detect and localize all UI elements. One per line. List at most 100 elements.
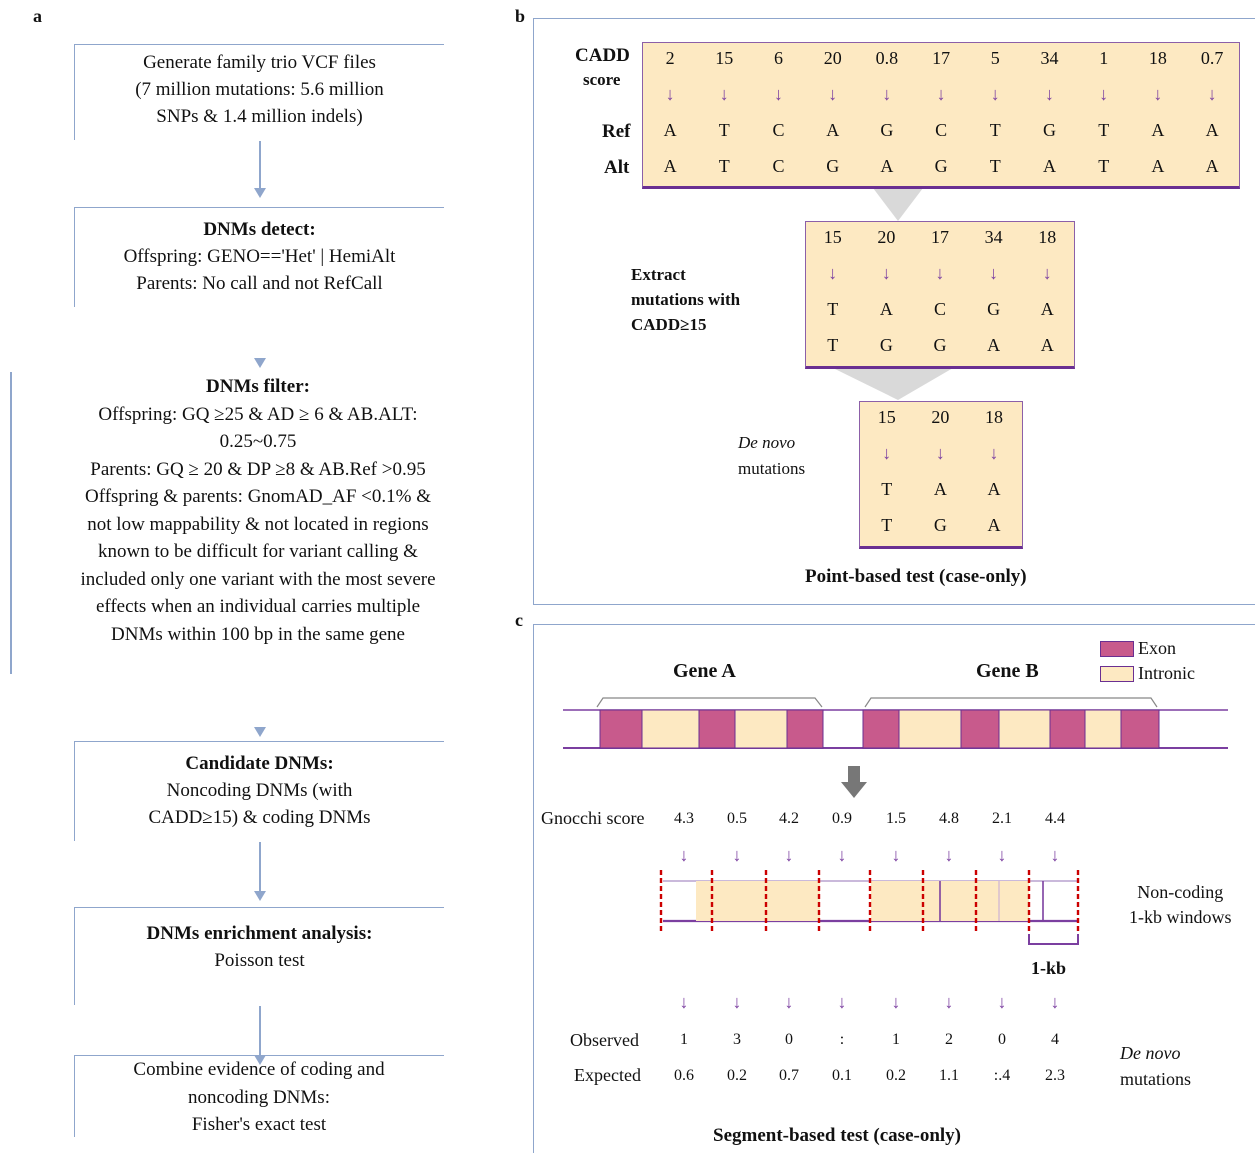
- expected-count: 0.7: [779, 1067, 799, 1084]
- expected-count: 2.3: [1045, 1067, 1065, 1084]
- grey-arrow-head: [841, 782, 867, 798]
- observed-count: 1: [892, 1031, 900, 1048]
- box6-line3: Fisher's exact test: [191, 1114, 327, 1135]
- kb-bracket: [1028, 934, 1079, 945]
- expected-count: 0.1: [832, 1067, 852, 1084]
- down-arrow-icon: ↓: [732, 992, 742, 1012]
- down-arrow-icon: ↓: [773, 84, 783, 104]
- alt-allele-cell: A: [1042, 156, 1056, 176]
- cadd-score-cell: 15: [877, 407, 896, 427]
- ref-allele-cell: G: [1042, 120, 1056, 140]
- flow-arrow: [254, 1055, 266, 1065]
- expected-count: 0.2: [886, 1067, 906, 1084]
- alt-allele-cell: A: [1040, 335, 1054, 355]
- ref-allele-cell: G: [880, 120, 894, 140]
- cadd-score-cell: 1: [1099, 48, 1109, 68]
- cadd-score-cell: 0.7: [1200, 48, 1224, 68]
- score-label: score: [583, 70, 621, 89]
- segment-test-caption: Segment-based test (case-only): [713, 1125, 962, 1146]
- flow-arrow: [254, 891, 266, 901]
- cadd-score-cell: 20: [823, 48, 842, 68]
- alt-allele-cell: G: [934, 156, 948, 176]
- intron-block: [1084, 709, 1122, 749]
- cadd-score-cell: 0.8: [875, 48, 899, 68]
- dn-label: De novo mutations: [1120, 1040, 1191, 1092]
- extract-label: Extract mutations with CADD≥15: [631, 262, 740, 337]
- alt-allele-cell: T: [989, 156, 1001, 176]
- down-arrow-icon: ↓: [997, 992, 1007, 1012]
- down-arrow-icon: ↓: [1207, 84, 1217, 104]
- funnel-top: [873, 188, 923, 221]
- gene-a-brace: [596, 697, 823, 708]
- panel-a-letter: a: [33, 6, 42, 26]
- ref-allele-cell: A: [1205, 120, 1219, 140]
- funnel-shapes: [833, 188, 953, 400]
- gnocchi-score: 4.3: [674, 810, 694, 827]
- box1-line3: SNPs & 1.4 million indels): [156, 106, 363, 127]
- grey-arrow-shaft: [848, 766, 860, 784]
- flow-connector: [259, 141, 261, 191]
- flow-connector: [259, 1006, 261, 1058]
- de-novo-label-italic: De novo: [738, 433, 796, 452]
- alt-allele-cell: G: [879, 335, 893, 355]
- down-arrow-icon: ↓: [989, 263, 999, 283]
- extract-label-2: mutations with: [631, 290, 741, 309]
- flow-arrow: [254, 358, 266, 368]
- ref-allele-cell: A: [879, 299, 893, 319]
- expected-count: 0.6: [674, 1067, 694, 1084]
- windows-label-2: 1-kb windows: [1129, 907, 1232, 927]
- cadd-score-cell: 15: [715, 48, 734, 68]
- intron-block: [898, 709, 962, 749]
- down-arrow-icon: ↓: [1050, 845, 1060, 865]
- box3-line9: DNMs within 100 bp in the same gene: [111, 623, 405, 645]
- ref-allele-cell: A: [1040, 299, 1054, 319]
- alt-allele-cell: A: [1151, 156, 1165, 176]
- down-arrow-icon: ↓: [891, 992, 901, 1012]
- exon-block: [1049, 709, 1086, 749]
- alt-allele-cell: A: [880, 156, 894, 176]
- box2-line2: Parents: No call and not RefCall: [136, 273, 383, 294]
- gnocchi-score: 4.2: [779, 810, 799, 827]
- down-arrow-icon: ↓: [828, 84, 838, 104]
- gnocchi-score: 4.8: [939, 810, 959, 827]
- intron-block: [998, 709, 1051, 749]
- down-arrow-icon: ↓: [989, 443, 999, 463]
- alt-allele-cell: A: [987, 515, 1001, 535]
- intronic-swatch: [1100, 666, 1134, 682]
- down-arrow-icon: ↓: [935, 263, 945, 283]
- box3-line3: Parents: GQ ≥ 20 & DP ≥8 & AB.Ref >0.95: [90, 458, 426, 480]
- observed-count: 0: [785, 1031, 793, 1048]
- down-arrow-icon: ↓: [784, 845, 794, 865]
- box5-title: DNMs enrichment analysis:: [146, 923, 373, 944]
- down-arrow-icon: ↓: [882, 443, 892, 463]
- gene-b-brace: [864, 697, 1158, 708]
- intron-block: [734, 709, 788, 749]
- expected-count: 1.1: [939, 1067, 959, 1084]
- dn-label-italic: De novo: [1120, 1043, 1181, 1063]
- gene-a-label: Gene A: [673, 660, 736, 682]
- flow-arrow: [254, 727, 266, 737]
- cadd-table-all: 2 ↓ A A 15 ↓ T T 6 ↓ C C 20 ↓ A G 0.8 ↓ G A 17 ↓ C G 5 ↓ T T 34 ↓ G A 1 ↓…: [642, 42, 1240, 189]
- kb-label: 1-kb: [1031, 958, 1067, 978]
- panel-b-frame: [533, 18, 1255, 605]
- intron-block: [641, 709, 700, 749]
- box6-line1: Combine evidence of coding and: [133, 1059, 385, 1080]
- expected-label: Expected: [574, 1065, 641, 1085]
- observed-count: 3: [733, 1031, 741, 1048]
- intronic-legend-label: Intronic: [1138, 663, 1195, 683]
- box3-title: DNMs filter:: [206, 376, 310, 397]
- gnocchi-score: 4.4: [1045, 810, 1065, 827]
- down-arrow-icon: ↓: [679, 845, 689, 865]
- down-arrow-icon: ↓: [837, 845, 847, 865]
- box3-line4: Offspring & parents: GnomAD_AF <0.1% &: [84, 486, 431, 507]
- flow-box-combine: [74, 1055, 444, 1137]
- cadd-score-cell: 15: [823, 227, 842, 247]
- observed-label: Observed: [570, 1030, 639, 1050]
- down-arrow-icon: ↓: [990, 84, 1000, 104]
- cadd-table-denovo: 15 ↓ T T 20 ↓ A G 18 ↓ A A: [859, 401, 1023, 549]
- observed-count: :: [839, 1031, 845, 1048]
- cadd-score-cell: 18: [1038, 227, 1057, 247]
- ref-allele-cell: T: [989, 120, 1001, 140]
- down-arrow-icon: ↓: [828, 263, 838, 283]
- flow-arrow: [254, 188, 266, 198]
